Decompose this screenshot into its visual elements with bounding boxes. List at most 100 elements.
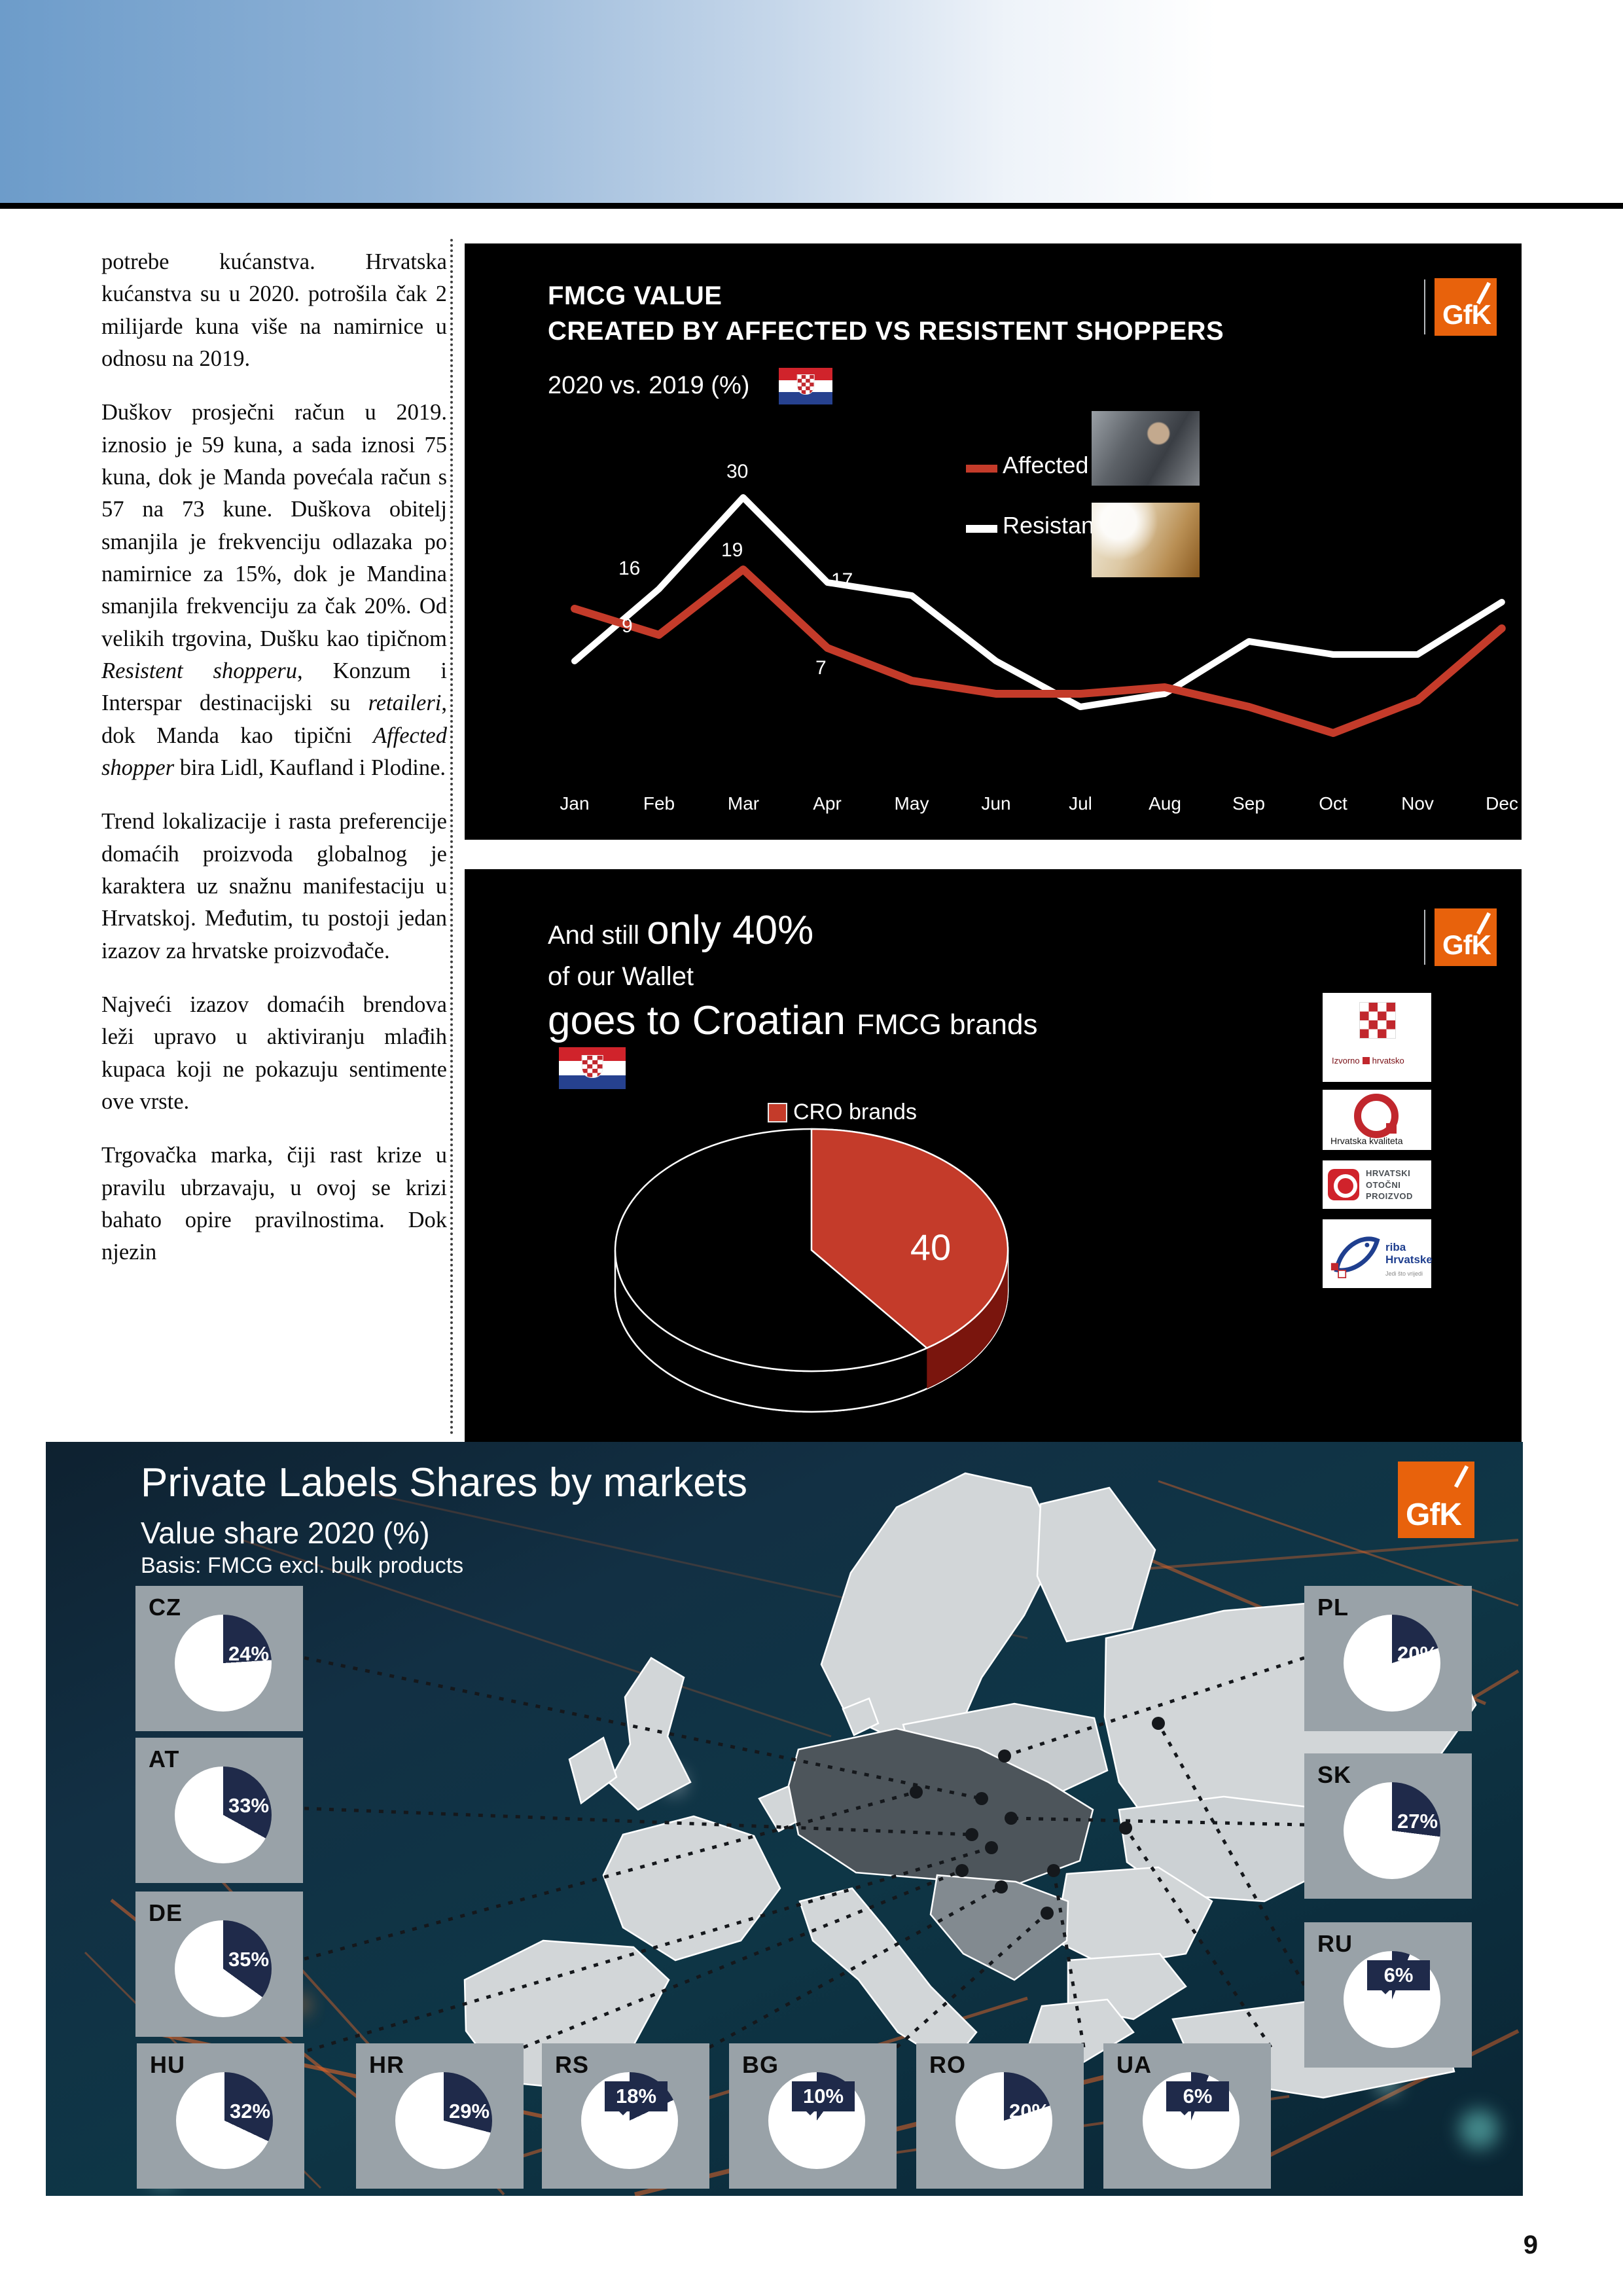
country-uk — [607, 1657, 692, 1811]
gfk-slash-icon — [1454, 1465, 1469, 1488]
data-label-affected-apr: 7 — [815, 657, 827, 679]
flag-crest — [796, 374, 815, 395]
riba-line2: Hrvatske — [1385, 1253, 1433, 1266]
market-value: 20% — [1397, 1642, 1438, 1665]
data-label-resistant-mar: 30 — [726, 461, 749, 482]
month-label: Mar — [727, 793, 760, 814]
line-resistant — [571, 494, 1505, 710]
column-divider-dotted — [450, 239, 453, 1435]
panel2-line3-small: FMCG brands — [857, 1009, 1038, 1041]
country-balkans — [929, 1874, 1069, 1981]
riba-tagline: Jedi što vrijedi — [1385, 1270, 1423, 1277]
croatia-flag-icon — [559, 1047, 626, 1089]
izvorno-square-icon — [1362, 1057, 1370, 1064]
article-text: , Konzum i Interspar destinacijski su — [101, 658, 447, 716]
market-value: 33% — [228, 1794, 270, 1817]
market-code: RO — [929, 2051, 966, 2078]
panel2-line3-big: goes to Croatian — [548, 998, 857, 1043]
gfk-logo-text: GfK — [1442, 929, 1491, 960]
month-label: Nov — [1401, 793, 1434, 814]
otocni-line2: OTOČNI — [1366, 1179, 1401, 1190]
legend-affected-label: Affected — [1003, 452, 1089, 478]
month-label: May — [894, 793, 929, 814]
market-pie — [1344, 1782, 1440, 1879]
month-label: Jun — [981, 793, 1011, 814]
market-card-hu: HU 32% — [137, 2043, 304, 2189]
market-code: HU — [150, 2051, 185, 2078]
market-card-sk: SK 27% — [1304, 1753, 1472, 1899]
market-card-ua: UA 6% — [1103, 2043, 1271, 2189]
market-card-ru: RU 6% — [1304, 1922, 1472, 2068]
month-label: Oct — [1319, 793, 1347, 814]
market-code: RS — [555, 2051, 590, 2078]
map-panel-basis: Basis: FMCG excl. bulk products — [141, 1553, 464, 1578]
country-central-cluster — [787, 1727, 1094, 1887]
data-label-affected-feb: 9 — [622, 615, 633, 637]
market-card-de: DE 35% — [135, 1892, 303, 2037]
month-label: Sep — [1232, 793, 1265, 814]
izvorno-hrvatsko-logo: Izvorno hrvatsko — [1323, 993, 1431, 1082]
kvaliteta-caption: Hrvatska kvaliteta — [1330, 1136, 1403, 1146]
wallet-3d-pie-chart — [614, 1128, 1009, 1413]
affected-shopper-photo — [1092, 411, 1200, 486]
country-ireland — [568, 1736, 618, 1805]
card-connector-lines — [304, 1656, 1306, 2053]
panel2-line1-big: only 40% — [647, 908, 814, 953]
flag-stripe — [559, 1075, 626, 1089]
market-value: 32% — [230, 2100, 271, 2123]
data-label-resistant-apr: 17 — [831, 569, 853, 591]
croatia-flag-icon — [779, 368, 832, 405]
market-card-at: AT 33% — [135, 1738, 303, 1883]
month-label: Aug — [1149, 793, 1181, 814]
wallet-pie-panel: And still only 40% of our Wallet goes to… — [465, 869, 1522, 1443]
riba-hrvatske-logo: riba Hrvatske Jedi što vrijedi — [1323, 1219, 1433, 1288]
cro-brands-legend-label: CRO brands — [793, 1100, 917, 1124]
article-paragraph: Najveći izazov domaćih brendova leži upr… — [101, 992, 447, 1114]
otocni-line1: HRVATSKI — [1366, 1168, 1411, 1178]
flag-stripe — [779, 392, 832, 405]
map-panel-title: Private Labels Shares by markets — [141, 1460, 747, 1505]
legend-resistant-dash-icon — [966, 525, 997, 533]
flag-stripe — [559, 1047, 626, 1062]
market-value: 29% — [449, 2100, 490, 2123]
country-finland — [1036, 1486, 1156, 1643]
month-label: Apr — [813, 793, 842, 814]
market-value: 20% — [1009, 2100, 1050, 2123]
article-italic: Resistent shopperu — [101, 658, 297, 683]
fmcg-chart-panel: FMCG VALUE CREATED BY AFFECTED VS RESIST… — [465, 243, 1522, 840]
gfk-logo-text: GfK — [1442, 299, 1491, 330]
gfk-logo: GfK — [1435, 278, 1497, 336]
market-card-bg: BG 10% — [729, 2043, 897, 2189]
gfk-separator-line — [1424, 910, 1425, 965]
market-card-cz: CZ 24% — [135, 1586, 303, 1731]
article-paragraph: potrebe kućanstva. Hrvatska kućanstva su… — [101, 249, 447, 371]
market-pie — [176, 2072, 273, 2169]
article-column: potrebe kućanstva. Hrvatska kućanstva su… — [101, 246, 447, 1291]
country-denmark — [842, 1697, 880, 1736]
private-labels-map-panel: Private Labels Shares by markets Value s… — [46, 1442, 1523, 2196]
panel1-title-line1: FMCG VALUE — [548, 281, 722, 310]
panel2-line3: goes to Croatian FMCG brands — [548, 997, 1037, 1044]
article-text: , dok Manda kao tipični — [101, 691, 447, 748]
hrvatski-otocni-proizvod-logo: HRVATSKI OTOČNI PROIZVOD — [1323, 1160, 1431, 1209]
izvorno-word-left: Izvorno — [1332, 1056, 1360, 1066]
market-card-pl: PL 20% — [1304, 1586, 1472, 1731]
article-text: Duškov prosječni račun u 2019. iznosio j… — [101, 400, 447, 651]
month-label: Feb — [643, 793, 675, 814]
riba-line1: riba — [1385, 1241, 1406, 1253]
market-code: PL — [1317, 1594, 1349, 1621]
data-label-resistant-feb: 16 — [618, 558, 641, 579]
article-text: bira Lidl, Kaufland i Plodine. — [174, 755, 446, 780]
gfk-logo: GfK — [1398, 1462, 1474, 1538]
header-gradient-band — [0, 0, 1623, 203]
country-scandinavia — [820, 1472, 1060, 1741]
pie-red-slice — [810, 1128, 1009, 1350]
panel1-title-line2: CREATED BY AFFECTED VS RESISTENT SHOPPER… — [548, 317, 1224, 346]
legend-affected-dash-icon — [966, 465, 997, 473]
market-code: UA — [1116, 2051, 1152, 2078]
panel2-line1: And still only 40% — [548, 907, 813, 954]
market-value-callout: 6% — [1166, 2081, 1229, 2115]
page-number: 9 — [1523, 2231, 1538, 2259]
article-paragraph: Trend lokalizacije i rasta preferencije … — [101, 809, 447, 963]
